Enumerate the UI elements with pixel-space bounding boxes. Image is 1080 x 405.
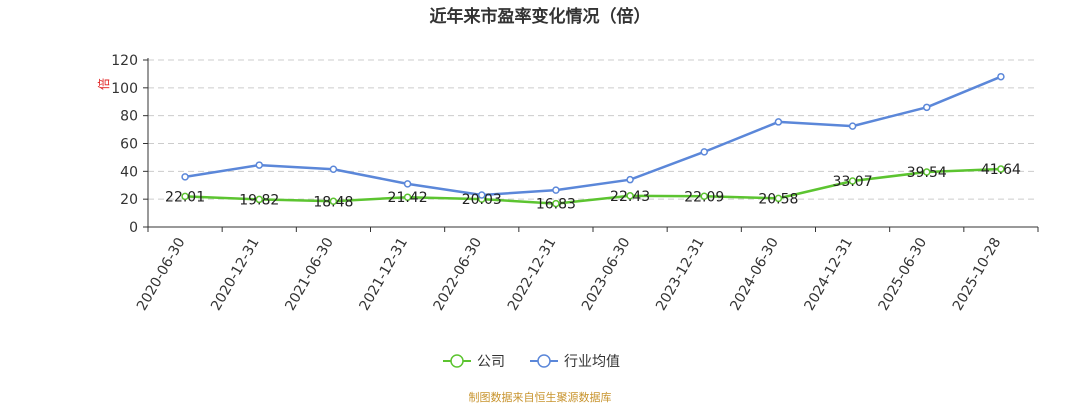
grid-lines <box>148 59 1038 200</box>
y-tick-label: 80 <box>120 109 138 125</box>
legend-swatch-marker <box>450 354 464 368</box>
data-point[interactable] <box>552 199 560 208</box>
data-point[interactable] <box>255 161 263 169</box>
legend-label: 公司 <box>477 354 505 370</box>
series-line-0 <box>185 167 1001 205</box>
data-point[interactable] <box>923 103 931 112</box>
y-tick-label: 100 <box>111 81 138 97</box>
chart-title: 近年来市盈率变化情况（倍） <box>430 6 651 27</box>
data-labels: 22.01 19.82 18.48 21.42 20.03 16.83 22.43 22.09… <box>165 162 1021 213</box>
legend-item-1[interactable]: 行业均值 <box>530 354 620 370</box>
y-tick-label: 20 <box>120 192 138 208</box>
data-point[interactable] <box>181 173 189 181</box>
x-tick-label: 2023-06-30 <box>579 235 634 313</box>
data-point[interactable] <box>626 175 634 184</box>
data-label: 39.54 <box>907 165 947 181</box>
x-tick-label: 2023-12-31 <box>653 235 708 313</box>
data-label: 21.42 <box>388 190 428 206</box>
data-label: 19.82 <box>239 192 279 208</box>
x-tick-label: 2020-06-30 <box>134 235 189 313</box>
series-lines <box>184 75 1002 205</box>
data-point[interactable] <box>700 192 708 201</box>
data-label: 16.83 <box>536 197 576 213</box>
y-axis-unit-label: 倍 <box>96 78 111 90</box>
y-axis: 0 20 40 60 80 100 120 <box>111 53 149 236</box>
x-tick-label: 2022-06-30 <box>431 235 486 313</box>
data-point[interactable] <box>403 180 412 188</box>
data-point[interactable] <box>700 148 708 156</box>
x-tick-label: 2022-12-31 <box>505 235 560 313</box>
series-line-1 <box>184 75 1002 197</box>
y-tick-label: 0 <box>129 220 138 236</box>
x-tick-label: 2021-12-31 <box>357 235 412 313</box>
x-tick-label: 2020-12-31 <box>208 235 263 313</box>
x-tick-label: 2025-06-30 <box>876 235 931 313</box>
y-tick-label: 60 <box>120 137 138 153</box>
data-point[interactable] <box>997 72 1005 81</box>
data-point[interactable] <box>626 192 634 200</box>
data-point[interactable] <box>329 197 338 206</box>
y-tick-label: 40 <box>120 164 138 180</box>
legend[interactable]: 公司 行业均值 <box>443 354 620 370</box>
data-label: 20.58 <box>758 191 798 207</box>
y-tick-label: 120 <box>111 53 138 69</box>
legend-swatch-marker <box>537 354 551 368</box>
data-label: 22.01 <box>165 189 205 205</box>
data-label: 41.64 <box>981 162 1021 178</box>
legend-item-0[interactable]: 公司 <box>443 354 505 370</box>
series-points <box>181 72 1005 208</box>
x-tick-label: 2021-06-30 <box>282 235 337 313</box>
x-tick-label: 2024-12-31 <box>802 235 857 313</box>
data-label: 22.43 <box>610 189 650 205</box>
x-axis: 2020-06-30 2020-12-31 2021-06-30 2021-12-31… <box>134 226 1039 313</box>
data-point[interactable] <box>774 118 783 126</box>
data-point[interactable] <box>552 186 560 194</box>
data-point[interactable] <box>329 165 338 173</box>
source-note: 制图数据来自恒生聚源数据库 <box>469 390 612 404</box>
data-point[interactable] <box>181 192 189 201</box>
data-label: 22.09 <box>684 189 724 205</box>
data-label: 33.07 <box>833 174 873 190</box>
data-point[interactable] <box>997 165 1005 173</box>
data-label: 20.03 <box>462 192 502 208</box>
x-tick-label: 2025-10-28 <box>950 235 1005 313</box>
x-tick-label: 2024-06-30 <box>727 235 782 313</box>
data-point[interactable] <box>255 195 263 204</box>
data-point[interactable] <box>848 122 857 130</box>
data-point[interactable] <box>774 194 783 203</box>
data-point[interactable] <box>478 191 486 199</box>
data-point[interactable] <box>403 193 412 201</box>
data-point[interactable] <box>848 177 857 185</box>
legend-label: 行业均值 <box>564 354 620 370</box>
data-point[interactable] <box>923 168 931 176</box>
data-label: 18.48 <box>313 194 353 210</box>
